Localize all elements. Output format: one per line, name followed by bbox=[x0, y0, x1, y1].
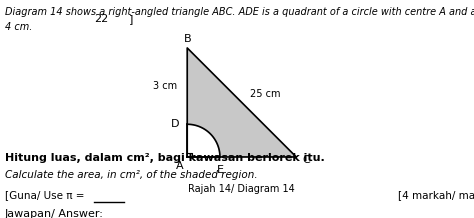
Text: 25 cm: 25 cm bbox=[250, 89, 281, 99]
Text: E: E bbox=[217, 165, 223, 175]
Text: ]: ] bbox=[129, 14, 134, 24]
Text: [4 markah/ mark: [4 markah/ mark bbox=[398, 190, 474, 200]
Text: Diagram 14 shows a right-angled triangle ABC. ADE is a quadrant of a circle with: Diagram 14 shows a right-angled triangle… bbox=[5, 7, 474, 17]
Polygon shape bbox=[187, 48, 296, 157]
Text: Rajah 14/ Diagram 14: Rajah 14/ Diagram 14 bbox=[188, 184, 295, 194]
Text: D: D bbox=[171, 119, 180, 129]
Text: 22: 22 bbox=[94, 14, 108, 24]
Text: 4 cm.: 4 cm. bbox=[5, 22, 32, 32]
Text: Jawapan/ Answer:: Jawapan/ Answer: bbox=[5, 209, 104, 218]
Text: 3 cm: 3 cm bbox=[153, 81, 177, 91]
Text: Calculate the area, in cm², of the shaded region.: Calculate the area, in cm², of the shade… bbox=[5, 170, 257, 180]
Text: [Guna/ Use π =: [Guna/ Use π = bbox=[5, 190, 88, 200]
Text: C: C bbox=[303, 155, 310, 165]
Text: A: A bbox=[176, 161, 183, 171]
Text: B: B bbox=[183, 34, 191, 44]
Text: Hitung luas, dalam cm², bagi kawasan berlorek itu.: Hitung luas, dalam cm², bagi kawasan ber… bbox=[5, 153, 325, 163]
